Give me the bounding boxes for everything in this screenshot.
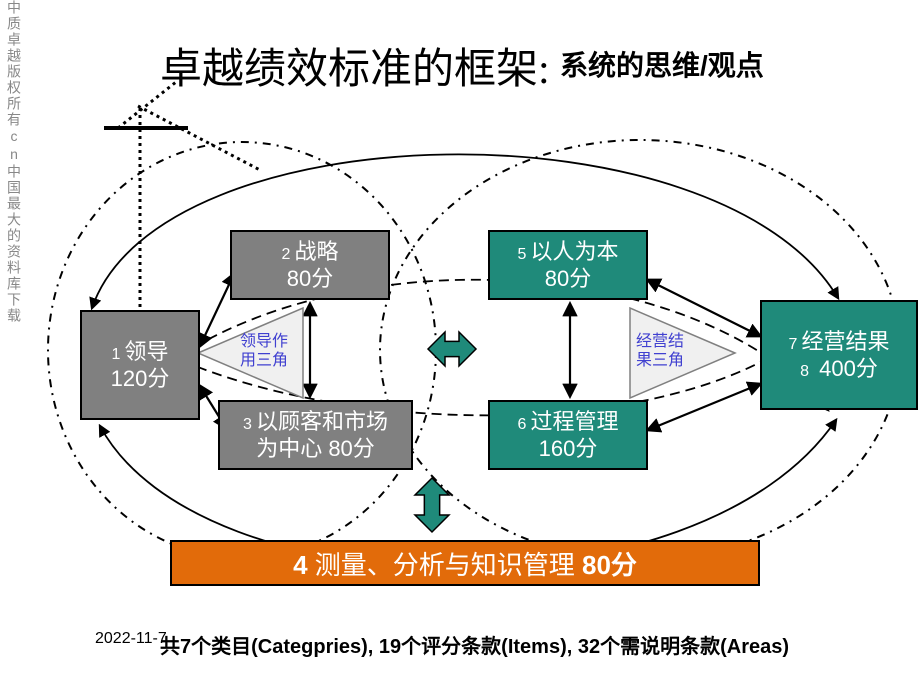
- box-customer-market: 3以顾客和市场为中心 80分: [218, 400, 413, 470]
- title-sub: 系统的思维/观点: [560, 44, 764, 84]
- triangle-label-results: 经营结果三角: [636, 332, 684, 370]
- footer-date: 2022-11-7: [95, 630, 167, 648]
- box-business-result: 7经营结果8 400分: [760, 300, 918, 410]
- box-strategy: 2战略80分: [230, 230, 390, 300]
- box-people: 5以人为本80分: [488, 230, 648, 300]
- footer-text: 共7个类目(Categpries), 19个评分条款(Items), 32个需说…: [160, 630, 789, 659]
- box-process-mgmt: 6过程管理160分: [488, 400, 648, 470]
- triangle-label-leadership: 领导作用三角: [240, 332, 288, 370]
- watermark-text: 中质卓越版权所有cn中国最大的资料库下载: [4, 0, 24, 370]
- box-measurement-analysis: 4 测量、分析与知识管理 80分: [170, 540, 760, 586]
- box-leadership: 1领导120分: [80, 310, 200, 420]
- title-main: 卓越绩效标准的框架:: [160, 35, 550, 96]
